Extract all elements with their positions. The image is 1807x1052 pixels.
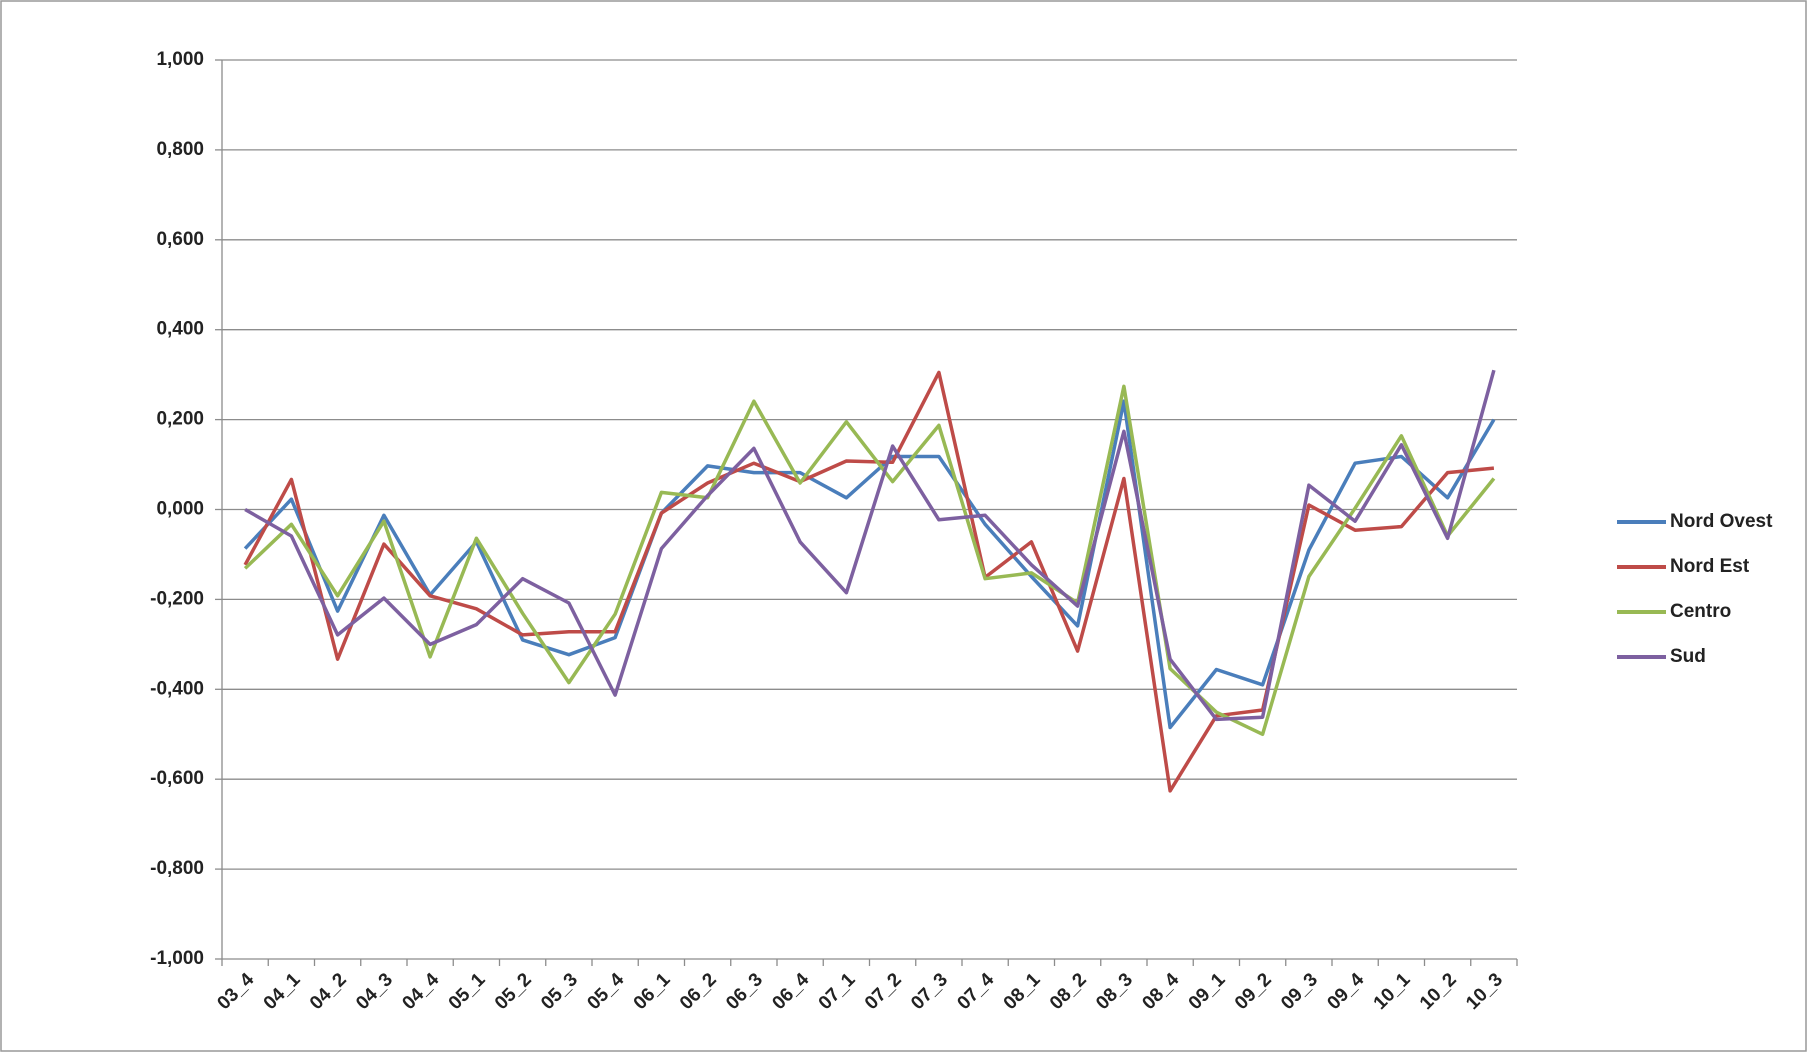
y-tick-label: 0,600 <box>156 229 204 250</box>
series-line <box>244 369 1496 722</box>
legend-label: Sud <box>1670 646 1706 667</box>
y-tick-label: -0,400 <box>150 678 204 699</box>
y-tick-label: -0,200 <box>150 588 204 609</box>
y-tick-label: 0,200 <box>156 409 204 430</box>
y-tick-label: -1,000 <box>150 948 204 969</box>
legend-label: Centro <box>1670 601 1731 622</box>
series-line <box>243 399 1496 730</box>
y-tick-label: 0,800 <box>156 139 204 160</box>
y-tick-label: -0,800 <box>150 858 204 879</box>
y-tick-label: -0,600 <box>150 768 204 789</box>
series-line <box>243 384 1496 737</box>
y-tick-label: 0,400 <box>156 319 204 340</box>
legend-label: Nord Ovest <box>1670 511 1773 532</box>
legend-label: Nord Est <box>1670 556 1750 577</box>
y-tick-label: 1,000 <box>156 49 204 70</box>
y-tick-label: 0,000 <box>156 499 204 520</box>
